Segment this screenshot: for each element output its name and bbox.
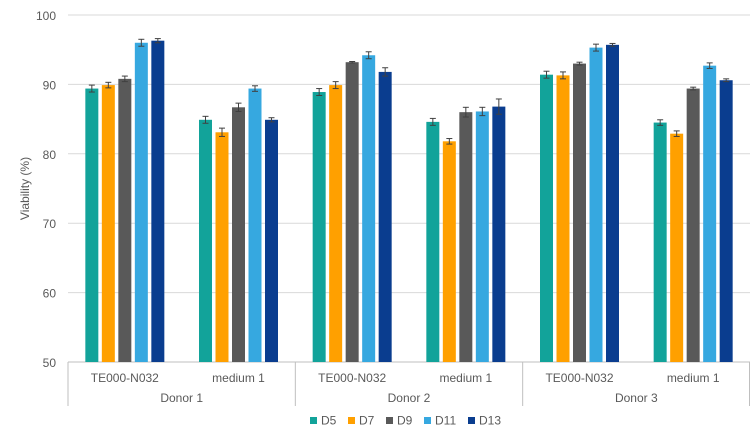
condition-label: medium 1 xyxy=(439,371,492,385)
bar-d9 xyxy=(345,62,359,362)
y-tick-label: 100 xyxy=(36,9,56,23)
legend-label-d13: D13 xyxy=(479,414,501,428)
bar-d5 xyxy=(312,92,326,362)
bar-d11 xyxy=(134,42,148,362)
y-tick-label: 70 xyxy=(43,217,57,231)
bar-d7 xyxy=(442,141,456,362)
condition-label: medium 1 xyxy=(667,371,720,385)
condition-label: TE000-N032 xyxy=(318,371,386,385)
donor-label: Donor 3 xyxy=(615,391,658,405)
bar-d7 xyxy=(101,85,115,363)
y-tick-label: 50 xyxy=(43,356,57,370)
y-tick-label: 80 xyxy=(43,148,57,162)
bar-d9 xyxy=(232,107,245,362)
y-tick-label: 90 xyxy=(43,78,57,92)
bar-d5 xyxy=(426,121,440,362)
legend-label-d5: D5 xyxy=(321,414,337,428)
donor-label: Donor 1 xyxy=(160,391,203,405)
legend-label-d9: D9 xyxy=(397,414,413,428)
error-bars xyxy=(88,38,730,145)
bar-d13 xyxy=(378,71,392,363)
bar-d11 xyxy=(248,88,262,363)
gridlines xyxy=(68,14,750,294)
bar-d5 xyxy=(653,122,667,362)
bar-d9 xyxy=(459,112,473,362)
bar-d11 xyxy=(475,111,489,362)
bar-d11 xyxy=(362,55,376,362)
donor-label: Donor 2 xyxy=(388,391,431,405)
bar-d9 xyxy=(686,88,700,363)
bar-d11 xyxy=(589,47,603,362)
legend-swatch-d11 xyxy=(424,417,431,424)
condition-label: TE000-N032 xyxy=(91,371,159,385)
bar-d5 xyxy=(85,88,99,363)
bar-d13 xyxy=(719,80,733,363)
axis-labels: 50 60 70 80 90 100 Viability (%) TE000-N032 medi… xyxy=(18,9,720,405)
legend: D5 D7 D9 D11 D13 xyxy=(310,414,501,428)
condition-label: medium 1 xyxy=(212,371,265,385)
legend-label-d11: D11 xyxy=(435,414,456,428)
bars xyxy=(85,40,733,363)
bar-d7 xyxy=(556,75,570,363)
bar-d5 xyxy=(540,74,553,363)
legend-swatch-d13 xyxy=(468,417,475,424)
bar-d13 xyxy=(606,44,619,362)
bar-d7 xyxy=(670,133,684,362)
bar-d13 xyxy=(492,106,506,362)
bar-d9 xyxy=(573,63,586,363)
y-axis-title: Viability (%) xyxy=(18,157,32,220)
bar-d13 xyxy=(151,40,165,362)
legend-swatch-d7 xyxy=(348,417,355,424)
bar-d5 xyxy=(199,119,212,362)
condition-label: TE000-N032 xyxy=(545,371,613,385)
bar-d13 xyxy=(265,119,278,362)
bar-d7 xyxy=(215,132,229,362)
bar-d7 xyxy=(329,85,343,363)
bar-d9 xyxy=(118,78,132,363)
bar-d11 xyxy=(703,65,717,363)
y-tick-label: 60 xyxy=(43,287,57,301)
legend-label-d7: D7 xyxy=(359,414,375,428)
legend-swatch-d5 xyxy=(310,417,317,424)
legend-swatch-d9 xyxy=(386,417,393,424)
